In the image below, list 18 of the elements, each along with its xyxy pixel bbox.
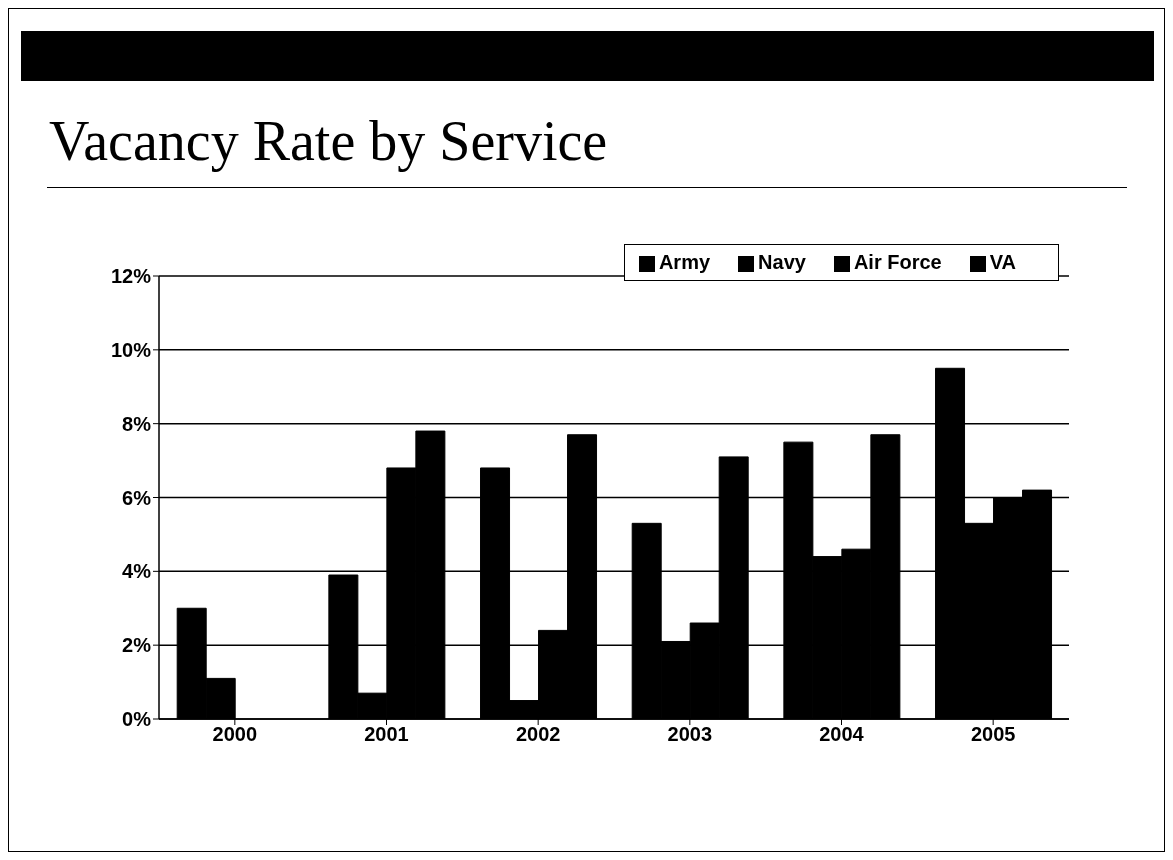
y-tick-label: 4% xyxy=(122,560,152,583)
x-tick-label: 2000 xyxy=(212,723,258,746)
y-tick-label: 8% xyxy=(122,412,152,435)
x-tick-label: 2001 xyxy=(364,723,409,746)
x-tick-label: 2005 xyxy=(970,723,1016,746)
legend-label: Army xyxy=(658,251,711,273)
legend-label: Air Force xyxy=(853,251,942,273)
x-tick-label: 2003 xyxy=(667,723,713,746)
y-tick-label: 10% xyxy=(110,338,152,361)
x-tick-label: 2002 xyxy=(515,723,561,746)
y-tick-label: 12% xyxy=(110,265,152,288)
chart-title: Vacancy Rate by Service xyxy=(49,109,608,173)
legend-label: VA xyxy=(989,251,1016,273)
x-tick-label: 2004 xyxy=(819,723,865,746)
y-tick-label: 6% xyxy=(122,486,152,509)
y-tick-label: 2% xyxy=(122,634,152,657)
y-tick-label: 0% xyxy=(122,708,152,731)
legend-label: Navy xyxy=(758,251,806,273)
